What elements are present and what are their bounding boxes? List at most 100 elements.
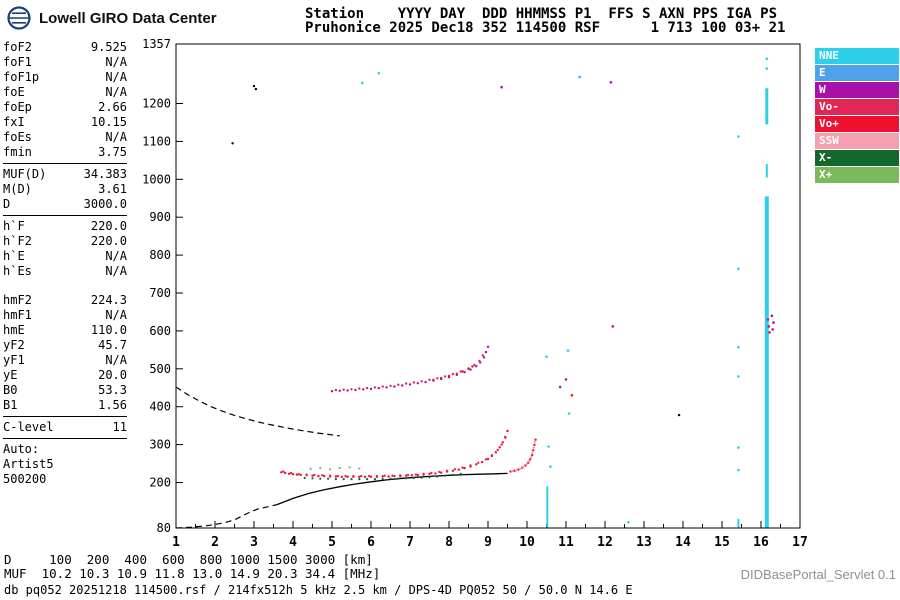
x-tick-label: 10 [519, 535, 535, 550]
series-noise-cyan [361, 57, 769, 524]
readout-fmin: fmin 3.75 [3, 145, 127, 160]
ionogram-plot: 1 2 3 4 5 6 7 8 9 10 11 12 13 14 15 16 17 1357 1200 1100 100… [128, 36, 818, 552]
readout-yf1: yF1 N/A [3, 353, 127, 368]
series-rfi-column-10 [546, 486, 549, 528]
servlet-watermark: DIDBasePortal_Servlet 0.1 [740, 567, 896, 582]
readout-label: B1 [3, 398, 18, 412]
readout-label: B0 [3, 383, 18, 397]
readout-label: h`Es [3, 264, 32, 278]
readout-hes: h`Es N/A [3, 264, 127, 279]
readout-hme: hmE 110.0 [3, 323, 127, 338]
y-tick-label: 1200 [142, 97, 171, 111]
readout-value: 3.61 [98, 182, 127, 196]
readout-hmf2: hmF2 224.3 [3, 293, 127, 308]
readout-value: N/A [105, 264, 127, 278]
x-tick-label: 14 [675, 535, 691, 550]
giro-globe-icon [7, 6, 31, 30]
readout-label: foE [3, 85, 25, 99]
series-rfi-column-15 [737, 518, 740, 528]
readout-label: M(D) [3, 182, 32, 196]
readout-value: 220.0 [90, 234, 127, 248]
readout-label: C-level [3, 420, 54, 434]
panel-divider [3, 163, 127, 164]
logo-text: Lowell GIRO Data Center [39, 9, 217, 27]
readout-value: 10.15 [90, 115, 127, 129]
y-tick-label: 700 [149, 286, 171, 300]
readout-ye: yE 20.0 [3, 368, 127, 383]
series-f-trace-o-mode-pink [282, 436, 507, 478]
station-header-line2: Pruhonice 2025 Dec18 352 114500 RSF 1 71… [305, 20, 786, 36]
series-noise-red [570, 318, 771, 397]
status-line: db pq052 20251218 114500.rsf / 214fx512h… [4, 583, 633, 597]
readout-value: N/A [105, 308, 127, 322]
panel-gap [3, 279, 127, 293]
y-tick-label: 900 [149, 210, 171, 224]
readout-value: N/A [105, 55, 127, 69]
y-tick-label: 800 [149, 248, 171, 262]
readout-label: fxI [3, 115, 25, 129]
readout-value: 53.3 [98, 383, 127, 397]
readout-value: N/A [105, 249, 127, 263]
panel-divider [3, 438, 127, 439]
x-tick-label: 4 [289, 535, 297, 550]
readout-label: foF2 [3, 40, 32, 54]
x-tick-label: 3 [250, 535, 258, 550]
legend-label: NNE [819, 49, 839, 62]
legend-label: Vo- [819, 100, 839, 113]
x-tick-label: 12 [597, 535, 613, 550]
readout-value: 3000.0 [83, 197, 127, 211]
station-header: Station YYYY DAY DDD HHMMSS P1 FFS S AXN… [305, 7, 785, 35]
series-x-trace-tail-salmon [511, 441, 536, 473]
panel-text-500200: 500200 [3, 472, 47, 486]
y-tick-label: 400 [149, 400, 171, 414]
station-header-line1: Station YYYY DAY DDD HHMMSS P1 FFS S AXN… [305, 6, 778, 22]
readout-fof2: foF2 9.525 [3, 40, 127, 55]
readout-label: yF2 [3, 338, 25, 352]
x-tick-label: 11 [558, 535, 574, 550]
readout-value: 224.3 [90, 293, 127, 307]
series-noise-magenta [500, 81, 775, 389]
series-rfi-column-mid [765, 164, 768, 178]
series-topside-profile-dashed [175, 386, 340, 437]
readout-label: foF1 [3, 55, 32, 69]
readout-fof1p: foF1p N/A [3, 70, 127, 85]
readout-value: 9.525 [90, 40, 127, 54]
readout-hmf1: hmF1 N/A [3, 308, 127, 323]
panel-divider [3, 215, 127, 216]
panel-divider [3, 416, 127, 417]
legend-item-x: X- [815, 150, 899, 166]
series-true-height-profile [277, 472, 508, 506]
legend-item-w: W [815, 82, 899, 98]
legend-label: SSW [819, 134, 839, 147]
plot-border [175, 43, 801, 529]
readout-label: hmE [3, 323, 25, 337]
x-tick-label: 15 [714, 535, 730, 550]
readout-b0: B0 53.3 [3, 383, 127, 398]
readout-value: 11 [112, 420, 127, 434]
legend-item-e: E [815, 65, 899, 81]
x-tick-label: 8 [445, 535, 453, 550]
x-tick-label: 17 [792, 535, 808, 550]
series-f-trace-o-mode-red [280, 429, 509, 478]
readout-md: M(D) 3.61 [3, 182, 127, 197]
series-noise-blue [578, 75, 581, 79]
readout-label: MUF(D) [3, 167, 47, 181]
y-tick-label: 600 [149, 324, 171, 338]
readout-label: hmF1 [3, 308, 32, 322]
readout-label: h`F [3, 219, 25, 233]
readout-label: D [3, 197, 11, 211]
series-second-hop-magenta [330, 345, 490, 393]
x-tick-label: 16 [753, 535, 769, 550]
series-bottom-profile-dashed [175, 503, 278, 529]
legend-item-vo: Vo+ [815, 116, 899, 132]
series-second-hop-pink [334, 354, 485, 392]
series-green-specks-above [309, 466, 361, 471]
readout-value: 45.7 [98, 338, 127, 352]
series-f-trace-x-below-green [303, 472, 462, 481]
readout-foe: foE N/A [3, 85, 127, 100]
legend-item-x: X+ [815, 167, 899, 183]
y-tick-label: 80 [157, 521, 171, 535]
x-tick-label: 6 [367, 535, 375, 550]
readout-label: foF1p [3, 70, 40, 84]
